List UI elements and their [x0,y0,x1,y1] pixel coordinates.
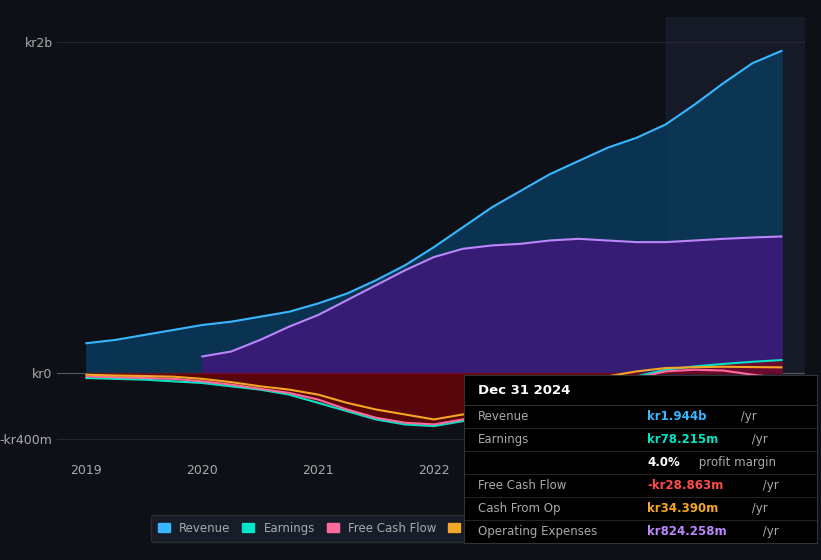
Text: Earnings: Earnings [478,433,530,446]
Text: Revenue: Revenue [478,410,530,423]
Text: Free Cash Flow: Free Cash Flow [478,479,566,492]
Text: /yr: /yr [737,410,757,423]
Text: 4.0%: 4.0% [648,456,680,469]
Text: Dec 31 2024: Dec 31 2024 [478,384,571,396]
Text: /yr: /yr [759,479,778,492]
Text: profit margin: profit margin [695,456,776,469]
Text: Cash From Op: Cash From Op [478,502,561,515]
Legend: Revenue, Earnings, Free Cash Flow, Cash From Op, Operating Expenses: Revenue, Earnings, Free Cash Flow, Cash … [151,515,711,542]
Text: kr1.944b: kr1.944b [648,410,707,423]
Bar [666,17,816,459]
Text: /yr: /yr [759,525,778,538]
Text: kr34.390m: kr34.390m [648,502,718,515]
Text: /yr: /yr [748,433,768,446]
Text: /yr: /yr [748,502,768,515]
Text: -kr28.863m: -kr28.863m [648,479,723,492]
Text: Operating Expenses: Operating Expenses [478,525,597,538]
Text: kr824.258m: kr824.258m [648,525,727,538]
Text: kr78.215m: kr78.215m [648,433,718,446]
